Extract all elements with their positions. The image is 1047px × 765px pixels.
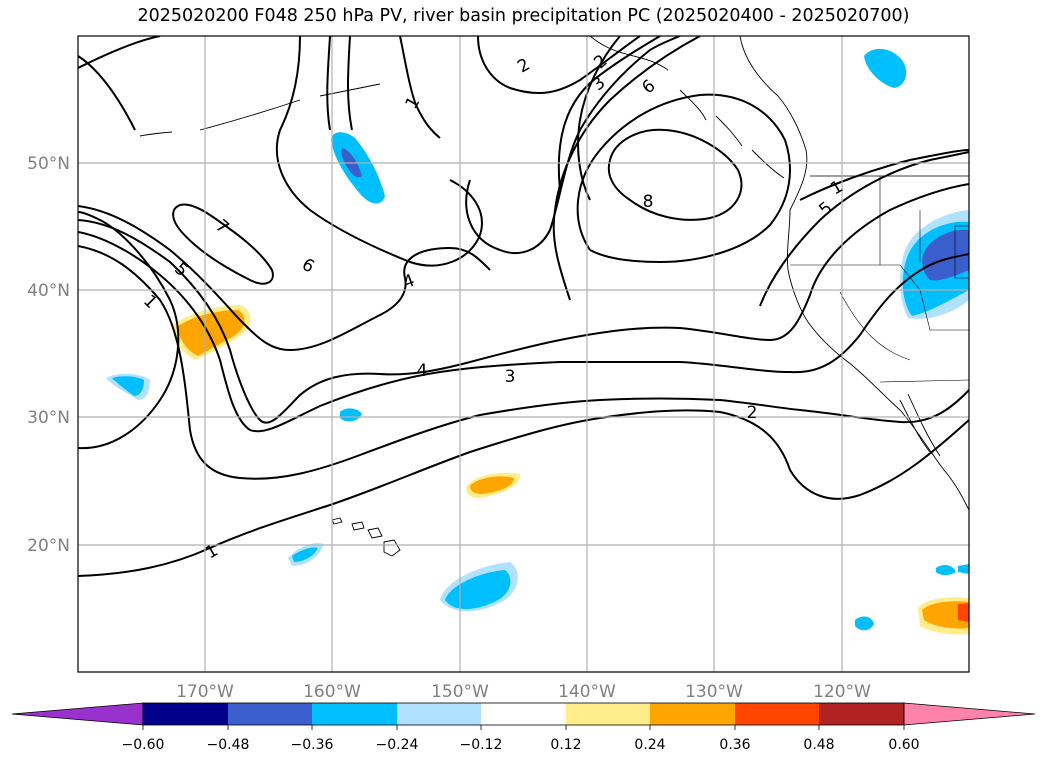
colorbar-swatch (735, 703, 819, 725)
colorbar-tick-label: 0.12 (550, 737, 581, 753)
plot-frame (77, 35, 970, 673)
colorbar-tick-label: −0.36 (291, 737, 334, 753)
baja-california (899, 399, 931, 453)
colorbar-tick-label: −0.48 (207, 737, 250, 753)
contour-label: 8 (643, 192, 654, 212)
gulf-of-california (907, 393, 941, 457)
lon-label: 140°W (558, 682, 616, 702)
lon-label: 120°W (813, 682, 871, 702)
shade-neg-small-d (958, 564, 969, 574)
contour-8-loop (607, 128, 743, 221)
contour-label: 4 (417, 361, 428, 381)
graticule (78, 36, 969, 672)
colorbar-tick-label: 0.60 (888, 737, 919, 753)
lat-label: 30°N (27, 408, 70, 428)
shade-neg-small-b (855, 616, 874, 631)
colorbar-swatch (481, 703, 566, 725)
contour-3-north (557, 36, 661, 191)
contour-5-east (552, 36, 969, 307)
contour-2-main (78, 245, 969, 480)
contour-1-north (78, 55, 136, 131)
colorbar-swatch (566, 703, 650, 725)
colorbar-tick-label: 0.36 (719, 737, 750, 753)
colorbar-tick-label: 0.48 (803, 737, 834, 753)
colorbar-frame (142, 702, 905, 726)
contour-1-south (78, 409, 969, 577)
colorbar-tick-labels: −0.60 −0.48 −0.36 −0.24 −0.12 0.12 0.24 … (122, 737, 920, 753)
plot-area (78, 36, 969, 672)
map-title: 2025020200 F048 250 hPa PV, river basin … (137, 6, 910, 26)
shade-pos-central (470, 476, 514, 494)
hawaii-islands (331, 517, 401, 557)
border-states (790, 176, 969, 383)
contour-6-east (577, 36, 969, 201)
coast-north-america (739, 36, 969, 511)
contour-3-coast (326, 36, 353, 131)
colorbar-ticks (142, 725, 905, 730)
lat-labels: 50°N 40°N 30°N 20°N (27, 154, 70, 556)
lon-label: 170°W (176, 682, 234, 702)
contour-1-ridge (78, 36, 161, 69)
shade-neg-california-core (922, 229, 969, 281)
coastlines (139, 36, 969, 557)
shade-pos-west (178, 310, 245, 356)
contour-2-north (477, 36, 641, 95)
shade-neg-subtropics (445, 570, 511, 610)
colorbar-tick-label: −0.24 (376, 737, 419, 753)
precip-shading (106, 48, 969, 635)
contour-3-main (78, 231, 969, 433)
colorbar-swatch (228, 703, 312, 725)
lon-label: 130°W (685, 682, 743, 702)
shade-neg-hawaii-west-core (292, 547, 318, 562)
contour-label: 2 (747, 403, 758, 423)
shade-pos-east-core (958, 603, 969, 622)
lon-label: 150°W (431, 682, 489, 702)
colorbar-swatch (143, 703, 228, 725)
shade-neg-nw-canada (864, 48, 907, 88)
shade-neg-west-core (112, 376, 144, 396)
colorbar-tick-label: 0.24 (634, 737, 665, 753)
contour-1-west-a (78, 211, 180, 450)
colorbar-swatch (650, 703, 735, 725)
contour-7-loop (172, 203, 274, 285)
shade-pos-east (922, 601, 969, 629)
colorbar-tick-label: −0.12 (460, 737, 503, 753)
shade-neg-small-a (340, 408, 362, 422)
contour-4-north (465, 36, 681, 255)
lat-label: 40°N (27, 281, 70, 301)
contour-1-loop (399, 36, 441, 139)
colorbar-swatch (819, 703, 904, 725)
colorbar-extend-left (11, 702, 144, 726)
colorbar-extend-right (903, 702, 1036, 726)
lat-label: 20°N (27, 536, 70, 556)
colorbar-tick-label: −0.60 (122, 737, 165, 753)
lon-label: 160°W (303, 682, 361, 702)
colorbar-swatch (397, 703, 481, 725)
lat-label: 50°N (27, 154, 70, 174)
shade-neg-small-c (936, 565, 956, 575)
contour-label: 3 (505, 367, 516, 387)
colorbar-swatch (312, 703, 397, 725)
coast-islands-bc (679, 89, 785, 179)
contour-6-loop (275, 36, 791, 267)
colorbar: −0.60 −0.48 −0.36 −0.24 −0.12 0.12 0.24 … (11, 702, 1036, 753)
lon-labels: 170°W 160°W 150°W 140°W 130°W 120°W (176, 682, 871, 702)
contour-5-main (78, 205, 491, 352)
